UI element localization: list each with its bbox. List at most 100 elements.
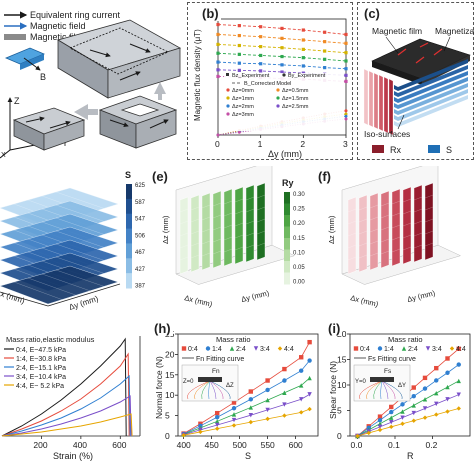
fit-curve (357, 380, 459, 437)
rx-isosurface (373, 72, 379, 130)
rx-isosurface (368, 70, 374, 128)
plane-gridline (256, 230, 266, 235)
legend-entry: 3:4 (432, 346, 442, 353)
plane-gridline (55, 256, 105, 274)
plane-gridline (256, 242, 266, 247)
data-point (299, 410, 304, 415)
legend-rx: Rx (390, 145, 401, 155)
plane-gridline (424, 242, 434, 247)
data-point (265, 378, 270, 383)
inset-field-line (209, 380, 217, 400)
legend-magnetic-film: Magnetic film (30, 32, 83, 42)
data-point (389, 420, 394, 425)
plane-gridline (402, 210, 412, 215)
panel-g: 200 400 600 Strain (%) Mass ratio,elastic mo… (0, 318, 150, 474)
plane-gridline (256, 194, 266, 199)
colorbar-segment (284, 238, 290, 250)
panel-g-curve (1, 413, 133, 437)
legend-rx-swatch (372, 145, 384, 153)
rx-isosurface (388, 78, 394, 136)
plane-gridline (234, 198, 244, 203)
panel-b-legend-marker (276, 96, 280, 100)
legend-entry: 2:4 (236, 346, 246, 353)
panel-g-xtick-label: 200 (33, 440, 47, 450)
panel-b-point (323, 30, 327, 34)
plane-gridline (234, 222, 244, 227)
data-point (400, 421, 405, 426)
panel-b-legend-bg (224, 73, 344, 131)
plane-gridline (369, 252, 379, 257)
panel-d: x (mm) Δy (mm) S 625 587 547 506 467 427 387 (0, 166, 158, 314)
legend-s-swatch (428, 145, 440, 153)
s-isosurface (398, 77, 468, 109)
data-point (389, 409, 394, 415)
data-point (411, 385, 416, 390)
data-point (434, 412, 439, 417)
plane-gridline (347, 256, 357, 261)
data-point (389, 424, 394, 430)
plane-gridline (413, 208, 423, 213)
axis-line (47, 283, 121, 307)
panel-b-point (344, 79, 348, 84)
panel-b-point (237, 52, 241, 56)
plane-gridline (234, 210, 244, 215)
legend-entry: 4:4 (456, 346, 466, 353)
plane-gridline (201, 228, 211, 233)
legend-marker (205, 346, 211, 351)
data-point (400, 415, 405, 420)
colorbar-segment (284, 249, 290, 262)
xtick-label: 600 (289, 440, 303, 450)
inset-field-line (208, 380, 211, 400)
panel-b-legend-dz: Δz=2.5mm (282, 104, 309, 110)
rx-isosurface (383, 76, 389, 134)
data-point (248, 405, 253, 410)
plane-gridline (424, 230, 434, 235)
colorbar-segment (284, 203, 290, 216)
panel-b-point (259, 25, 263, 29)
colorbar-segment (126, 213, 132, 230)
fit-curve (357, 394, 459, 437)
plane-gridline (201, 252, 211, 257)
axis-line (0, 291, 49, 307)
panel-b-point (280, 46, 284, 50)
plane-gridline (391, 224, 401, 229)
colorbar-segment (126, 258, 132, 274)
data-point (422, 406, 428, 411)
panel-i-chart: 0.00.10.205101520RShear force (N)Mass ra… (328, 329, 471, 461)
s-isosurface-edge (394, 85, 398, 91)
panel-b-point (344, 117, 348, 121)
panel-b-legend-marker (226, 73, 229, 76)
data-point (307, 358, 312, 363)
panel-b-point (344, 109, 348, 113)
legend-title: Mass ratio (216, 335, 251, 344)
data-point (299, 368, 304, 373)
data-point (411, 418, 416, 423)
legend-entry: 1:4 (384, 346, 394, 353)
panel-g-legend-entry: 0:4, E~47.5 kPa (16, 347, 66, 354)
plane-gridline (212, 226, 222, 231)
plane-gridline (380, 226, 390, 231)
panel-d-y-label: Δy (mm) (68, 294, 100, 312)
plane-gridline (358, 242, 368, 247)
ytick-label: 10 (337, 380, 347, 390)
panel-c-label: (c) (362, 6, 382, 21)
data-point (422, 375, 428, 381)
panel-b-point (216, 68, 220, 72)
xlabel: S (245, 451, 251, 461)
panel-b-point (259, 53, 263, 58)
panel-b-legend-model: B_Corrected Model (244, 81, 291, 87)
data-point (299, 355, 304, 360)
plane-gridline (380, 238, 390, 243)
plane-gridline (190, 242, 200, 247)
panel-b-legend-marker (226, 104, 230, 108)
inset-force-label: Fs (384, 368, 392, 375)
data-point (456, 378, 461, 384)
plane-gridline (27, 277, 77, 296)
plane-gridline (212, 214, 222, 219)
plane-gridline (223, 236, 233, 241)
s-isosurface-edge (394, 91, 398, 97)
colorbar-tick: 0.15 (293, 236, 305, 242)
panel-b-point (237, 33, 241, 38)
colorbar-segment (126, 273, 132, 289)
inset-box (181, 364, 239, 402)
